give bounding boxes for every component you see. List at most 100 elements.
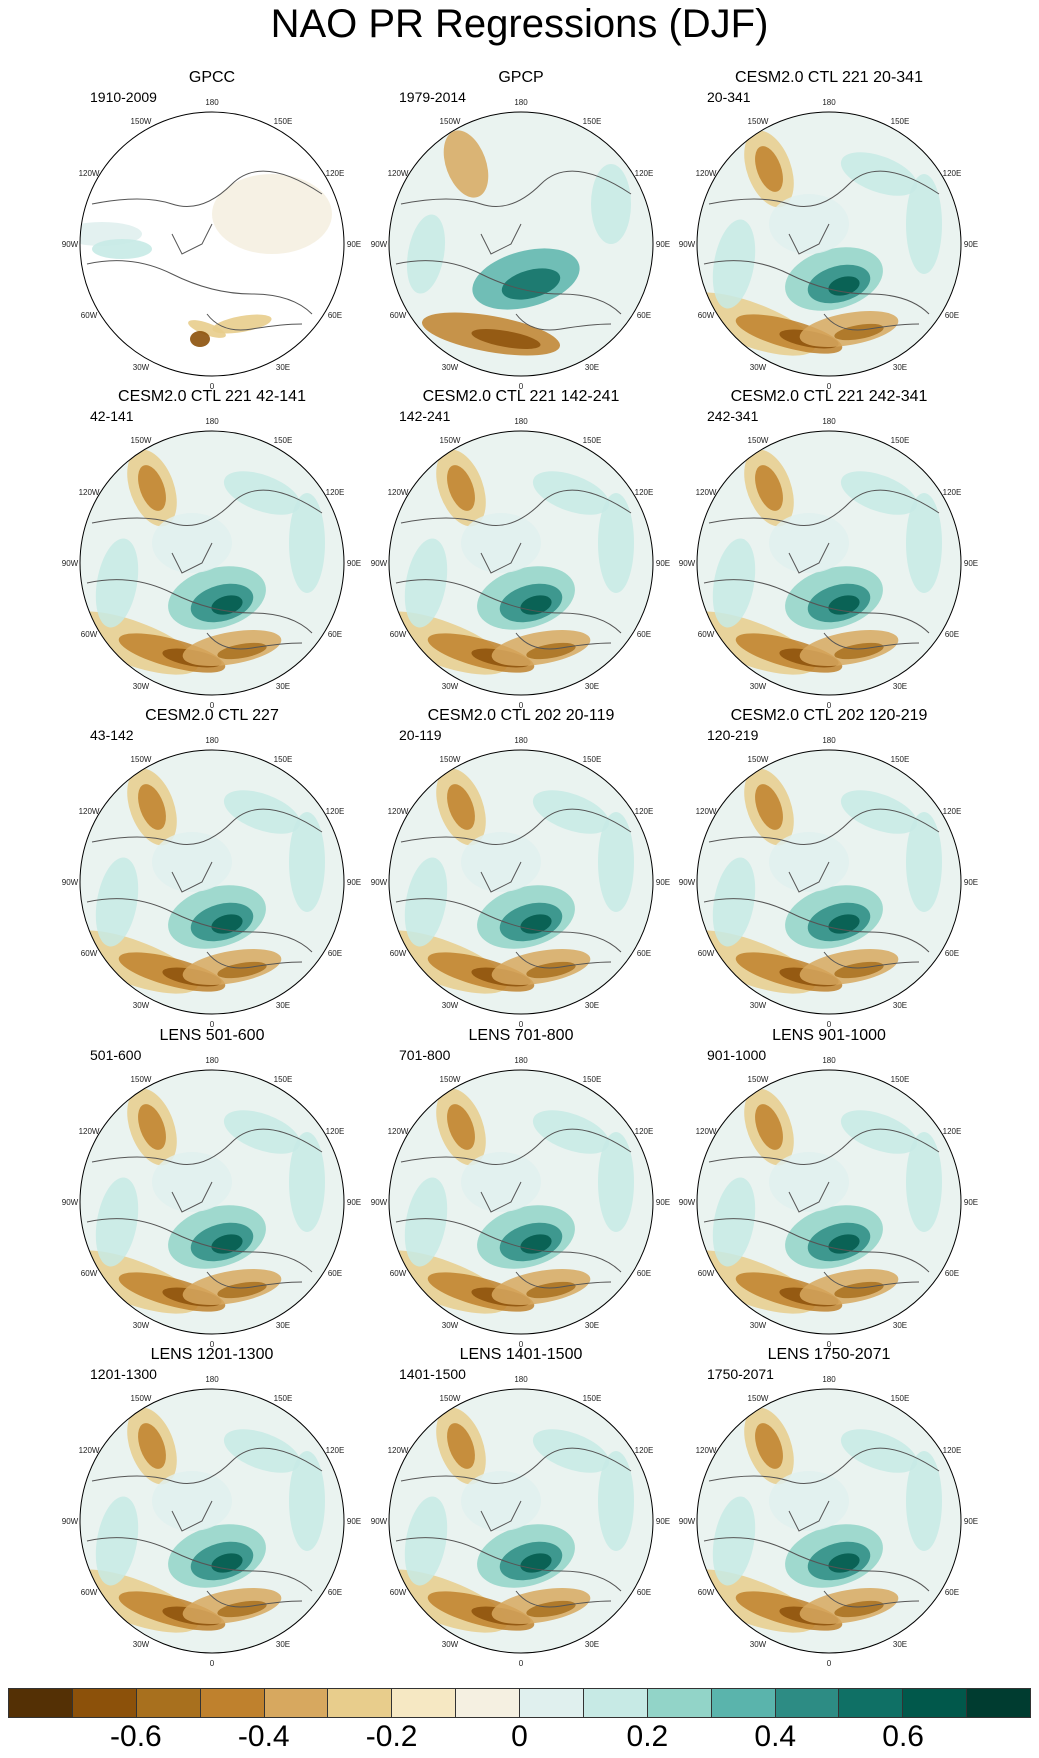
map-boundary	[79, 1388, 345, 1654]
precip-field	[395, 130, 632, 356]
lon-label: 30W	[133, 363, 150, 372]
colorbar-swatch	[392, 1689, 457, 1717]
lon-label: 90W	[62, 1517, 79, 1526]
lon-label: 120W	[388, 1446, 409, 1455]
lon-label: 150E	[583, 1075, 602, 1084]
lon-label: 30W	[133, 682, 150, 691]
lon-label: 30E	[585, 1001, 599, 1010]
lon-label: 60E	[637, 1269, 651, 1278]
anomaly-patch	[406, 214, 446, 294]
lon-label: 90E	[347, 240, 361, 249]
anomaly-patch	[289, 493, 325, 593]
lon-label: 150E	[583, 755, 602, 764]
anomaly-patch	[461, 1471, 541, 1531]
precip-field	[389, 449, 634, 675]
lon-label: 60E	[328, 1269, 342, 1278]
lon-label: 150W	[440, 117, 461, 126]
anomaly-patch	[447, 1423, 475, 1469]
period-label: 120-219	[707, 727, 759, 743]
colorbar-swatch	[456, 1689, 520, 1717]
map-boundary	[79, 1069, 345, 1335]
anomaly-patch	[95, 1496, 139, 1586]
lon-label: 120E	[943, 488, 962, 497]
map-panel: 180 150E 120E 90E 60E 30E 0 30W 60W 90W 120W 150W CE…	[679, 388, 978, 710]
lon-label: 120E	[326, 488, 345, 497]
precip-field	[80, 768, 325, 994]
anomaly-patch	[190, 331, 210, 347]
lon-label: 120E	[635, 807, 654, 816]
coastline	[395, 808, 632, 969]
lon-label: 90E	[964, 240, 978, 249]
lon-label: 90E	[656, 240, 670, 249]
colorbar-label: -0.6	[110, 1720, 162, 1753]
lon-label: 60E	[328, 949, 342, 958]
period-label: 1910-2009	[90, 89, 157, 105]
period-label: 1750-2071	[707, 1366, 774, 1382]
map-panel: 180 150E 120E 90E 60E 30E 0 30W 60W 90W 120W 150W CE…	[371, 707, 670, 1029]
map-panel: 180 150E 120E 90E 60E 30E 0 30W 60W 90W 120W 150W LE…	[679, 1027, 978, 1349]
panel-title: CESM2.0 CTL 221 42-141	[118, 388, 306, 405]
anomaly-patch	[834, 642, 884, 660]
lon-label: 120W	[696, 1446, 717, 1455]
lon-label: 0	[519, 382, 524, 391]
panel-title: CESM2.0 CTL 221 142-241	[423, 388, 620, 405]
lon-label: 120W	[388, 169, 409, 178]
colorbar-swatch	[520, 1689, 584, 1717]
anomaly-patch	[217, 642, 267, 660]
anomaly-patch	[840, 152, 918, 196]
colorbar-swatch	[647, 1689, 712, 1717]
anomaly-patch	[289, 1132, 325, 1232]
lon-label: 150W	[131, 1075, 152, 1084]
anomaly-patch	[532, 790, 610, 834]
lon-label: 90E	[347, 559, 361, 568]
colorbar-label: 0.4	[754, 1720, 797, 1753]
lon-label: 30W	[133, 1321, 150, 1330]
lon-label: 30W	[442, 1640, 459, 1649]
lon-label: 60E	[637, 1588, 651, 1597]
anomaly-patch	[712, 219, 756, 309]
panel-title: CESM2.0 CTL 227	[145, 707, 279, 724]
lon-label: 150E	[891, 1075, 910, 1084]
lon-label: 120E	[635, 488, 654, 497]
anomaly-patch	[152, 513, 232, 573]
anomaly-patch	[769, 513, 849, 573]
anomaly-patch	[834, 1600, 884, 1618]
coastline	[86, 808, 323, 969]
lon-label: 90W	[371, 1198, 388, 1207]
anomaly-patch	[591, 164, 631, 244]
lon-label: 90E	[656, 878, 670, 887]
lon-label: 60E	[637, 630, 651, 639]
lon-label: 30E	[276, 1640, 290, 1649]
lon-label: 90E	[656, 1198, 670, 1207]
period-label: 1979-2014	[399, 89, 466, 105]
period-label: 1201-1300	[90, 1366, 157, 1382]
lon-label: 60W	[698, 1588, 715, 1597]
anomaly-patch	[834, 961, 884, 979]
lon-label: 120W	[696, 1127, 717, 1136]
coastline	[703, 489, 940, 650]
anomaly-patch	[223, 1110, 301, 1154]
anomaly-patch	[92, 239, 152, 259]
lon-label: 90E	[656, 1517, 670, 1526]
lon-label: 30E	[276, 1321, 290, 1330]
anomaly-patch	[471, 329, 541, 349]
map-boundary	[79, 111, 345, 377]
lon-label: 0	[210, 1340, 215, 1349]
colorbar-label: -0.2	[365, 1720, 418, 1753]
lon-label: 30W	[133, 1001, 150, 1010]
lon-label: 90E	[347, 1198, 361, 1207]
anomaly-patch	[138, 1423, 166, 1469]
lon-label: 30W	[750, 1321, 767, 1330]
lon-label: 150W	[131, 755, 152, 764]
lon-label: 30E	[893, 1001, 907, 1010]
lon-label: 150E	[274, 1394, 293, 1403]
lon-label: 60E	[328, 1588, 342, 1597]
period-label: 901-1000	[707, 1047, 766, 1063]
anomaly-patch	[223, 790, 301, 834]
colorbar-swatch	[9, 1689, 73, 1717]
anomaly-patch	[461, 513, 541, 573]
anomaly-patch	[906, 1132, 942, 1232]
colorbar-swatch	[903, 1689, 968, 1717]
map-panel: 180 150E 120E 90E 60E 30E 0 30W 60W 90W 120W 150W GP…	[371, 69, 670, 391]
